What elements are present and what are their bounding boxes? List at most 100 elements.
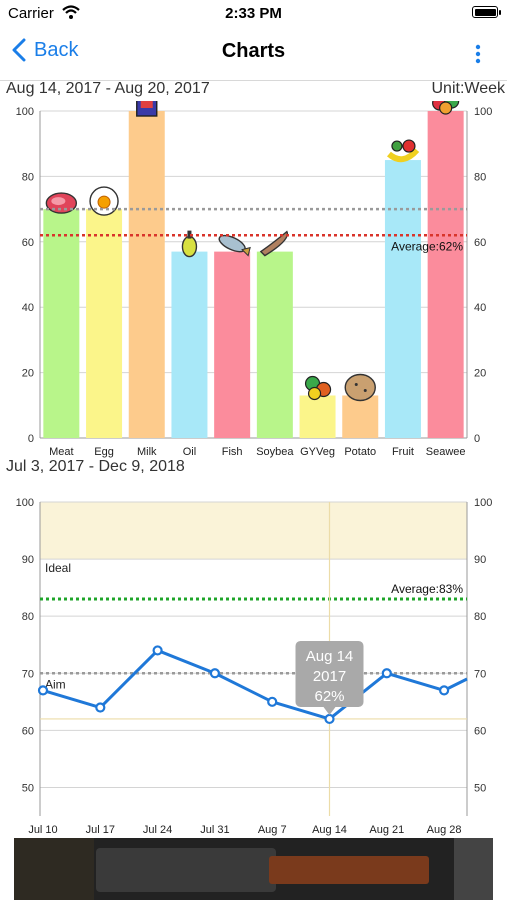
x-tick-label: Fish xyxy=(222,446,243,458)
y-tick-right: 90 xyxy=(474,554,486,566)
bar xyxy=(299,395,336,438)
vegetable-icon xyxy=(304,375,332,401)
more-options-icon[interactable] xyxy=(475,44,481,64)
y-tick-right: 60 xyxy=(474,725,486,737)
data-point xyxy=(439,685,450,696)
tooltip-line: Aug 14 xyxy=(306,648,354,665)
status-time: 2:33 PM xyxy=(225,5,282,22)
data-point xyxy=(324,713,335,725)
ad-image xyxy=(14,838,94,900)
bar xyxy=(342,395,379,438)
y-tick-left: 70 xyxy=(22,668,34,680)
egg-icon xyxy=(89,186,119,216)
ad-side-image xyxy=(454,838,493,900)
tooltip: Aug 14 2017 62% xyxy=(295,640,364,715)
ad-cta-button[interactable] xyxy=(269,856,429,884)
fish-icon xyxy=(218,234,251,257)
x-tick-label: Aug 21 xyxy=(369,824,404,836)
y-tick-left: 50 xyxy=(22,782,34,794)
bar xyxy=(128,111,165,438)
potato-icon xyxy=(344,373,376,402)
y-tick-left: 60 xyxy=(22,237,34,249)
x-tick-label: Soybea xyxy=(256,446,294,458)
y-tick-right: 80 xyxy=(474,171,486,183)
tooltip-line: 2017 xyxy=(313,668,346,685)
bar xyxy=(427,111,464,438)
data-point xyxy=(267,696,278,707)
ideal-band xyxy=(40,502,467,560)
tooltip-pointer xyxy=(323,706,336,715)
seaweed-icon xyxy=(432,101,460,115)
tooltip-box xyxy=(295,640,364,707)
x-tick-label: Aug 7 xyxy=(258,824,287,836)
y-tick-left: 80 xyxy=(22,611,34,623)
chevron-left-icon xyxy=(12,38,26,62)
y-tick-right: 100 xyxy=(474,497,492,509)
bar xyxy=(43,209,80,438)
y-tick-left: 40 xyxy=(22,302,34,314)
soybean-icon xyxy=(259,230,289,257)
average-label: Average:83% xyxy=(391,582,463,596)
y-tick-right: 40 xyxy=(474,302,486,314)
ad-text-block xyxy=(96,848,276,892)
y-tick-left: 90 xyxy=(22,554,34,566)
average-label: Average:62% xyxy=(391,239,463,253)
x-tick-label: Meat xyxy=(49,446,73,458)
data-point xyxy=(209,668,220,679)
data-point xyxy=(152,645,163,656)
y-tick-left: 60 xyxy=(22,725,34,737)
oil-icon xyxy=(181,230,198,258)
x-tick-label: Jul 31 xyxy=(200,824,229,836)
data-point xyxy=(95,702,106,713)
wifi-icon xyxy=(62,5,80,19)
week-date-range: Aug 14, 2017 - Aug 20, 2017 xyxy=(6,80,210,97)
x-tick-label: Jul 10 xyxy=(28,824,57,836)
y-tick-right: 70 xyxy=(474,668,486,680)
milk-icon xyxy=(136,101,158,117)
nav-bar: Back Charts xyxy=(0,26,507,81)
status-bar: Carrier 2:33 PM xyxy=(0,0,507,26)
x-tick-label: Aug 28 xyxy=(427,824,462,836)
x-tick-label: Seawee xyxy=(426,446,466,458)
x-tick-label: Egg xyxy=(94,446,114,458)
page-title: Charts xyxy=(221,40,286,62)
x-tick-label: Jul 24 xyxy=(143,824,172,836)
x-tick-label: Fruit xyxy=(392,446,414,458)
fruit-icon xyxy=(386,139,420,163)
battery-icon xyxy=(472,6,501,18)
tooltip-line: 62% xyxy=(314,688,344,705)
bar xyxy=(86,209,123,438)
y-tick-left: 20 xyxy=(22,368,34,380)
y-tick-left: 0 xyxy=(28,433,34,445)
data-point xyxy=(37,685,49,696)
bar xyxy=(214,251,251,438)
aim-label: Aim xyxy=(45,677,66,691)
x-tick-label: GYVeg xyxy=(300,446,335,458)
y-tick-left: 80 xyxy=(22,171,34,183)
x-tick-label: Potato xyxy=(344,446,376,458)
y-tick-right: 100 xyxy=(474,106,492,118)
y-tick-right: 0 xyxy=(474,433,480,445)
x-tick-label: Aug 14 xyxy=(312,824,347,836)
bar xyxy=(256,251,293,438)
unit-selector[interactable]: Unit:Week xyxy=(431,80,505,97)
trend-date-range: Jul 3, 2017 - Dec 9, 2018 xyxy=(6,458,185,475)
back-label: Back xyxy=(34,38,79,61)
trend-line-chart: 50 50 60 60 70 70 80 80 90 90 100 100 Ideal Aim Averag… xyxy=(16,497,493,836)
x-tick-label: Jul 17 xyxy=(86,824,115,836)
bar xyxy=(384,160,421,439)
ad-banner[interactable] xyxy=(14,838,493,900)
x-tick-label: Milk xyxy=(137,446,157,458)
y-tick-right: 60 xyxy=(474,237,486,249)
y-tick-left: 100 xyxy=(16,106,34,118)
carrier-label: Carrier xyxy=(8,5,54,22)
y-tick-right: 50 xyxy=(474,782,486,794)
ideal-label: Ideal xyxy=(45,561,71,575)
x-tick-label: Oil xyxy=(183,446,196,458)
y-tick-right: 80 xyxy=(474,611,486,623)
data-point xyxy=(381,668,392,679)
y-tick-left: 100 xyxy=(16,497,34,509)
back-button[interactable]: Back xyxy=(12,38,78,62)
bar xyxy=(171,251,208,438)
y-tick-right: 20 xyxy=(474,368,486,380)
